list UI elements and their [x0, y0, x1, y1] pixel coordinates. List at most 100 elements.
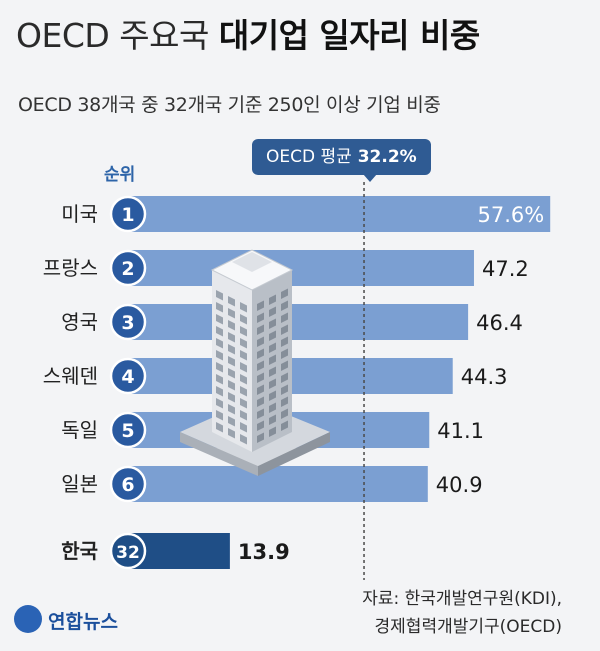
window-right — [269, 318, 276, 329]
title-main: 대기업 일자리 비중 — [218, 16, 480, 55]
window-right — [257, 432, 264, 443]
window-right — [281, 324, 288, 335]
rank-header: 순위 — [104, 165, 136, 185]
source-note: 자료: 한국개발연구원(KDI), 경제협력개발기구(OECD) — [362, 585, 562, 641]
average-label-text: OECD 평균 — [266, 147, 352, 167]
rank-number-5: 6 — [121, 474, 134, 496]
building-illustration — [180, 249, 330, 476]
window-left — [216, 302, 223, 313]
window-left — [240, 386, 247, 397]
category-label-3: 스웨덴 — [43, 364, 98, 388]
window-left — [240, 398, 247, 409]
rank-number-1: 2 — [121, 258, 134, 280]
window-right — [257, 384, 264, 395]
window-left — [228, 308, 235, 319]
window-right — [269, 294, 276, 305]
building-roof-top — [232, 252, 272, 272]
category-label-4: 독일 — [61, 418, 98, 442]
window-left — [216, 386, 223, 397]
rank-badge-5 — [109, 465, 147, 503]
window-left — [240, 350, 247, 361]
window-right — [281, 300, 288, 311]
window-left — [240, 302, 247, 313]
value-label-5: 40.9 — [436, 473, 483, 497]
window-right — [257, 300, 264, 311]
window-right — [257, 396, 264, 407]
source-line-2: 경제협력개발기구(OECD) — [374, 617, 562, 637]
rank-badge-2 — [109, 303, 147, 341]
rank-badge-1 — [109, 249, 147, 287]
window-right — [269, 414, 276, 425]
value-label-2: 46.4 — [476, 311, 523, 335]
bar-2 — [128, 304, 469, 340]
window-left — [228, 296, 235, 307]
window-left — [216, 290, 223, 301]
bar-5 — [128, 466, 428, 502]
title-prefix: OECD 주요국 — [16, 16, 209, 55]
window-right — [269, 342, 276, 353]
window-left — [240, 374, 247, 385]
window-right — [257, 372, 264, 383]
rank-number-0: 1 — [121, 204, 134, 226]
bars-group: 미국 1 57.6% 프랑스 2 47.2 영국 3 46.4 스웨덴 4 44.3 독일 5 41.1 일본… — [43, 195, 551, 570]
window-left — [216, 398, 223, 409]
window-right — [257, 420, 264, 431]
window-left — [228, 332, 235, 343]
window-right — [281, 408, 288, 419]
window-right — [257, 336, 264, 347]
window-right — [281, 360, 288, 371]
window-right — [269, 306, 276, 317]
value-label-3: 44.3 — [461, 365, 508, 389]
window-left — [228, 344, 235, 355]
building-windows — [216, 288, 288, 445]
window-right — [281, 288, 288, 299]
window-right — [257, 348, 264, 359]
window-right — [281, 372, 288, 383]
window-left — [240, 326, 247, 337]
window-left — [240, 314, 247, 325]
window-left — [228, 320, 235, 331]
window-left — [216, 422, 223, 433]
source-line-1: 자료: 한국개발연구원(KDI), — [362, 589, 562, 609]
window-left — [240, 422, 247, 433]
rank-badge-3 — [109, 357, 147, 395]
chart-title: OECD 주요국 대기업 일자리 비중 — [16, 14, 480, 58]
rank-badge-6 — [109, 532, 147, 570]
logo-text: 연합뉴스 — [48, 611, 118, 633]
rank-number-4: 5 — [121, 420, 134, 442]
rank-badge-4 — [109, 411, 147, 449]
value-label-1: 47.2 — [482, 257, 529, 281]
window-left — [228, 368, 235, 379]
window-left — [216, 362, 223, 373]
category-label-2: 영국 — [61, 310, 98, 334]
window-left — [240, 434, 247, 445]
window-left — [228, 356, 235, 367]
value-label-4: 41.1 — [437, 419, 484, 443]
window-right — [269, 426, 276, 437]
window-right — [269, 366, 276, 377]
window-right — [269, 402, 276, 413]
window-left — [228, 380, 235, 391]
rank-number-6: 32 — [116, 543, 140, 563]
window-left — [240, 410, 247, 421]
window-right — [281, 348, 288, 359]
rank-number-3: 4 — [121, 366, 134, 388]
building-base-left — [180, 432, 258, 476]
window-right — [257, 312, 264, 323]
window-right — [269, 378, 276, 389]
window-right — [257, 408, 264, 419]
window-left — [228, 428, 235, 439]
window-left — [216, 374, 223, 385]
value-label-6: 13.9 — [238, 540, 290, 564]
window-right — [269, 354, 276, 365]
yonhap-logo: 연합뉴스 — [14, 604, 174, 640]
category-label-0: 미국 — [61, 202, 98, 226]
window-right — [269, 330, 276, 341]
value-label-0: 57.6% — [477, 203, 544, 227]
category-label-5: 일본 — [61, 472, 98, 496]
category-label-6: 한국 — [61, 539, 98, 563]
window-right — [281, 396, 288, 407]
window-left — [228, 392, 235, 403]
